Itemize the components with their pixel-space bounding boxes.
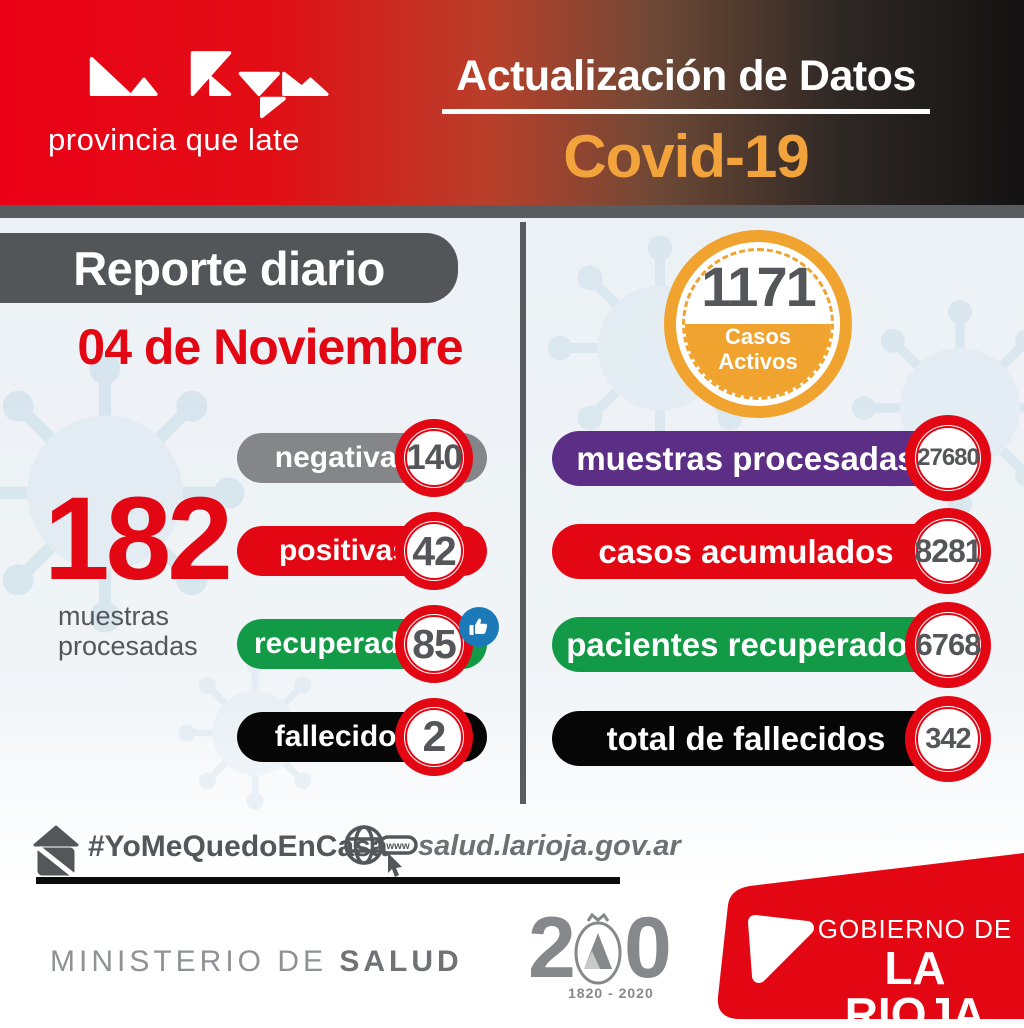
header-subtitle-covid: Covid-19 — [563, 123, 809, 190]
total-value-acumulados: 8281 — [914, 532, 982, 569]
active-cases-label: Casos Activos — [718, 324, 798, 375]
total-value-fallecidos: 342 — [925, 722, 971, 755]
info-divider-line — [36, 877, 620, 884]
stat-label-negativas: negativas — [274, 441, 414, 474]
total-label-muestras: muestras procesadas — [576, 439, 916, 477]
header-title: Actualización de Datos — [456, 52, 916, 100]
header-bottom-strip — [0, 205, 1024, 218]
report-date: 04 de Noviembre — [77, 319, 463, 375]
total-label-recuperados: pacientes recuperados — [566, 625, 926, 663]
government-title: GOBIERNO DE LA RIOJA — [815, 914, 1015, 1028]
stat-circle-negativas: 140 — [395, 419, 473, 497]
ministry-title: MINISTERIO DE SALUD — [50, 945, 463, 978]
ministry-name: SALUD — [339, 945, 463, 978]
cursor-icon — [388, 853, 402, 877]
stat-circle-fallecidos: 2 — [395, 698, 473, 776]
hashtag-text: #YoMeQuedoEnCasa — [88, 830, 388, 863]
stat-value-negativas: 140 — [406, 438, 462, 477]
government-badge — [717, 853, 1024, 1019]
stat-label-fallecidos: fallecidos — [274, 720, 414, 753]
daily-samples-label: muestras procesadas — [58, 601, 198, 661]
stat-value-recuperados: 85 — [412, 620, 457, 667]
thumbs-up-icon — [459, 607, 499, 647]
virus-watermark — [0, 353, 245, 633]
total-circle-fallecidos: 342 — [905, 696, 991, 782]
home-icon — [33, 825, 79, 877]
daily-samples-label-line2: procesadas — [58, 630, 198, 661]
header-underline — [442, 109, 930, 114]
active-cases-badge: 1171 Casos Activos — [664, 230, 852, 418]
daily-samples-total: 182 — [44, 473, 233, 605]
active-cases-value: 1171 — [701, 255, 817, 318]
stat-circle-positivas: 42 — [395, 512, 473, 590]
active-cases-dashed-ring — [682, 248, 834, 400]
bicentennial-digit-0: 0 — [624, 900, 672, 996]
total-circle-recuperados: 6768 — [905, 602, 991, 688]
report-badge: Reporte diario — [0, 233, 458, 303]
total-circle-acumulados: 8281 — [905, 508, 991, 594]
total-value-muestras: 27680 — [917, 444, 980, 471]
daily-samples-label-line1: muestras — [58, 601, 170, 631]
total-label-fallecidos: total de fallecidos — [606, 719, 886, 757]
total-value-recuperados: 6768 — [915, 627, 982, 662]
header-banner: provincia que late Actualización de Dato… — [0, 0, 1024, 205]
stat-value-positivas: 42 — [412, 527, 457, 574]
total-circle-muestras: 27680 — [905, 415, 991, 501]
bicentennial-logo: 2 0 1820 - 2020 — [528, 900, 672, 1005]
total-label-acumulados: casos acumulados — [598, 532, 894, 570]
bicentennial-digit-2: 2 — [528, 900, 576, 996]
main-content: Reporte diario 04 de Noviembre 182 muest… — [0, 218, 1024, 1028]
stat-label-positivas: positivas — [278, 534, 410, 567]
column-divider — [520, 222, 526, 804]
government-line1: GOBIERNO DE — [817, 914, 1013, 944]
government-line2: LA RIOJA — [844, 942, 986, 1028]
la-rioja-logo — [89, 51, 329, 119]
globe-www-icon: www — [344, 825, 418, 877]
government-triangle-icon — [748, 915, 814, 983]
active-cases-fill — [685, 324, 831, 397]
website-url[interactable]: salud.larioja.gov.ar — [418, 830, 681, 862]
bicentennial-emblem — [574, 912, 622, 985]
bicentennial-years: 1820 - 2020 — [568, 985, 654, 1001]
logo-tagline: provincia que late — [48, 122, 300, 157]
stat-value-fallecidos: 2 — [422, 712, 447, 761]
www-label: www — [385, 841, 410, 852]
